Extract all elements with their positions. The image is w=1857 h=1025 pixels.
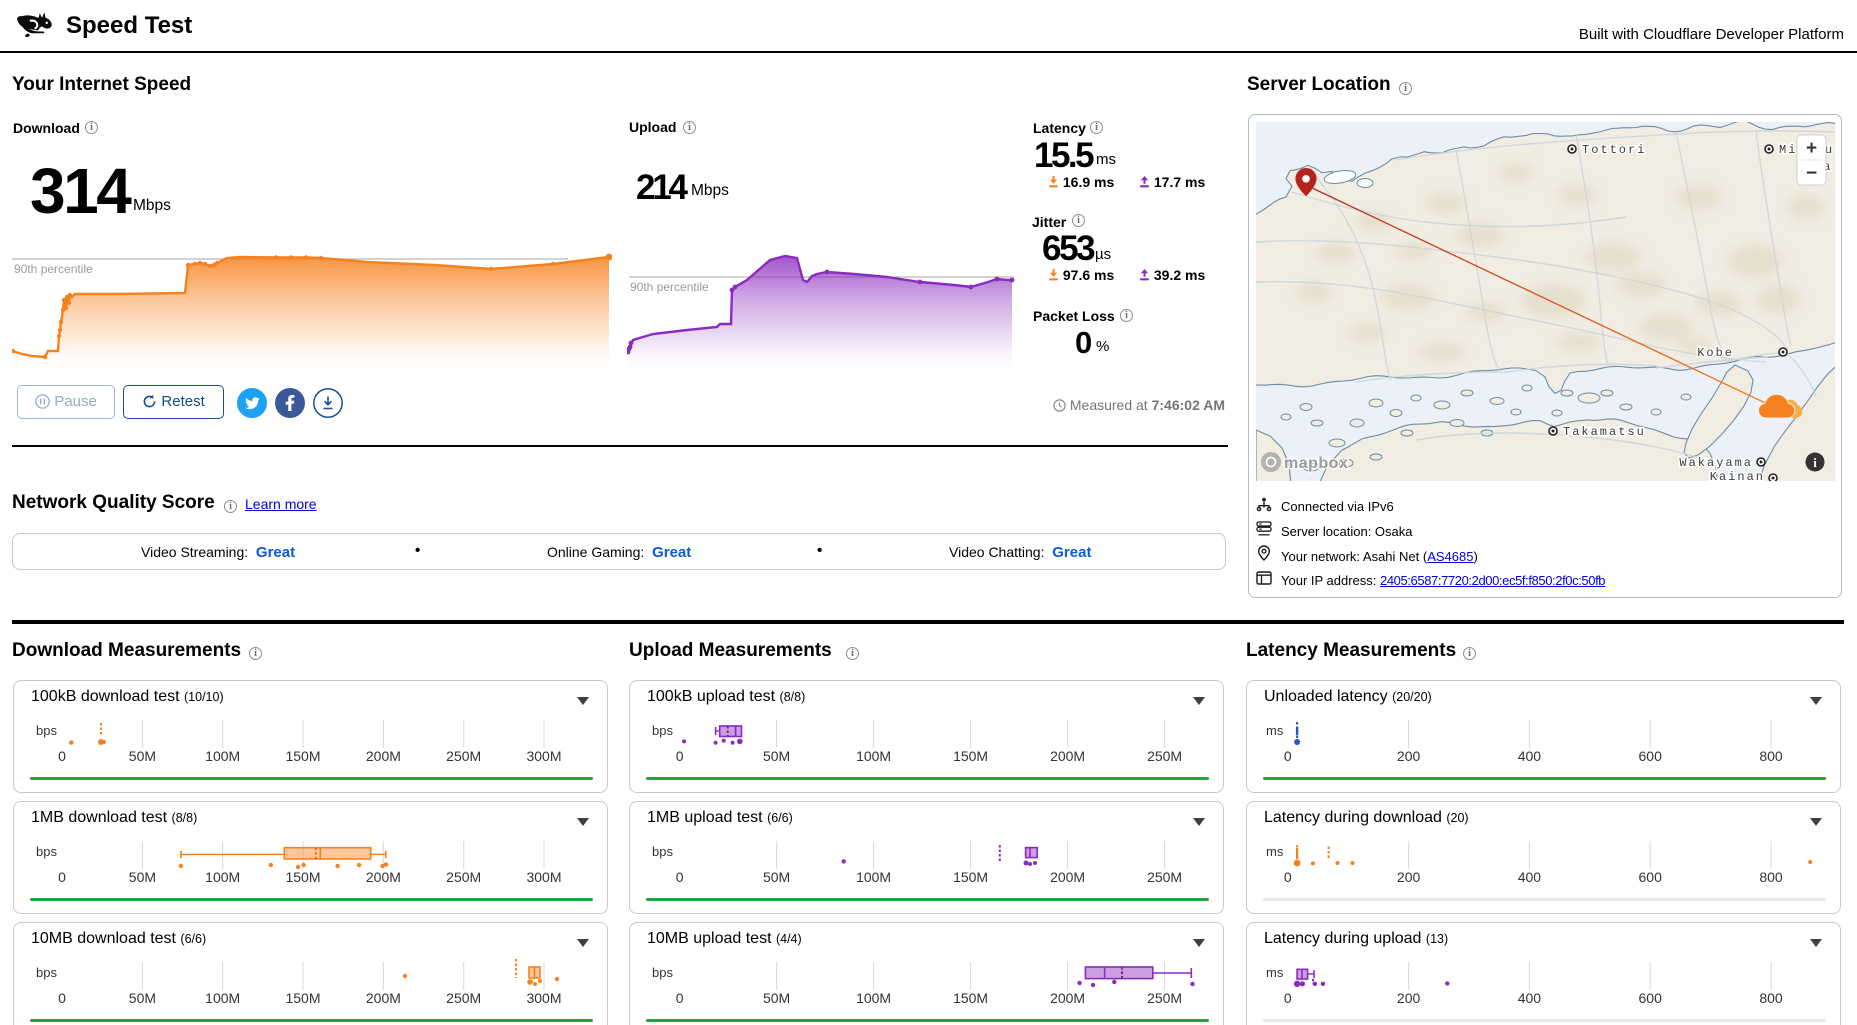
svg-text:300M: 300M [526,990,561,1006]
svg-text:100M: 100M [856,869,891,885]
svg-text:0: 0 [58,748,66,764]
svg-text:150M: 150M [953,990,988,1006]
svg-text:800: 800 [1759,748,1783,764]
svg-text:250M: 250M [1147,869,1182,885]
svg-text:600: 600 [1639,748,1663,764]
svg-text:100M: 100M [856,990,891,1006]
svg-text:200M: 200M [1050,869,1085,885]
svg-text:i: i [1813,455,1817,470]
svg-text:50M: 50M [763,869,790,885]
svg-text:0: 0 [58,990,66,1006]
svg-text:Kainan: Kainan [1710,470,1765,481]
svg-text:200M: 200M [366,869,401,885]
svg-text:0: 0 [1284,990,1292,1006]
svg-text:150M: 150M [285,748,320,764]
svg-text:−: − [1806,163,1817,184]
svg-text:800: 800 [1759,990,1783,1006]
svg-text:200M: 200M [1050,990,1085,1006]
svg-text:Wakayama: Wakayama [1679,456,1753,470]
svg-text:mapbox: mapbox [1284,455,1348,472]
svg-text:250M: 250M [1147,990,1182,1006]
svg-text:150M: 150M [953,748,988,764]
svg-text:50M: 50M [763,748,790,764]
svg-text:+: + [1806,138,1817,159]
svg-text:0: 0 [676,869,684,885]
svg-text:0: 0 [1284,748,1292,764]
svg-text:100M: 100M [856,748,891,764]
svg-text:250M: 250M [446,990,481,1006]
svg-text:bps: bps [36,844,57,859]
svg-text:200: 200 [1397,869,1421,885]
svg-text:bps: bps [36,965,57,980]
svg-text:250M: 250M [1147,748,1182,764]
svg-text:300M: 300M [526,748,561,764]
svg-text:50M: 50M [129,748,156,764]
svg-text:600: 600 [1639,990,1663,1006]
svg-text:50M: 50M [129,990,156,1006]
svg-text:bps: bps [652,844,673,859]
svg-text:ms: ms [1266,723,1284,738]
svg-text:800: 800 [1759,869,1783,885]
svg-text:bps: bps [36,723,57,738]
svg-text:300M: 300M [526,869,561,885]
svg-text:200M: 200M [366,990,401,1006]
svg-text:90th percentile: 90th percentile [14,262,93,276]
svg-text:200M: 200M [366,748,401,764]
svg-text:100M: 100M [205,990,240,1006]
svg-text:200: 200 [1397,748,1421,764]
svg-text:400: 400 [1518,990,1542,1006]
svg-text:50M: 50M [763,990,790,1006]
svg-text:150M: 150M [285,990,320,1006]
svg-text:Tottori: Tottori [1582,143,1646,157]
svg-text:150M: 150M [285,869,320,885]
svg-text:0: 0 [676,990,684,1006]
svg-text:600: 600 [1639,869,1663,885]
svg-text:Takamatsu: Takamatsu [1563,425,1646,439]
svg-text:100M: 100M [205,748,240,764]
svg-text:400: 400 [1518,748,1542,764]
svg-text:90th percentile: 90th percentile [630,280,709,294]
svg-text:50M: 50M [129,869,156,885]
svg-text:bps: bps [652,723,673,738]
svg-text:0: 0 [1284,869,1292,885]
svg-text:0: 0 [58,869,66,885]
svg-text:Kobe: Kobe [1697,346,1734,360]
svg-text:bps: bps [652,965,673,980]
svg-text:250M: 250M [446,869,481,885]
svg-text:200M: 200M [1050,748,1085,764]
svg-text:150M: 150M [953,869,988,885]
svg-text:ms: ms [1266,965,1284,980]
svg-text:ms: ms [1266,844,1284,859]
svg-text:200: 200 [1397,990,1421,1006]
svg-text:250M: 250M [446,748,481,764]
svg-text:0: 0 [676,748,684,764]
svg-text:100M: 100M [205,869,240,885]
svg-text:400: 400 [1518,869,1542,885]
